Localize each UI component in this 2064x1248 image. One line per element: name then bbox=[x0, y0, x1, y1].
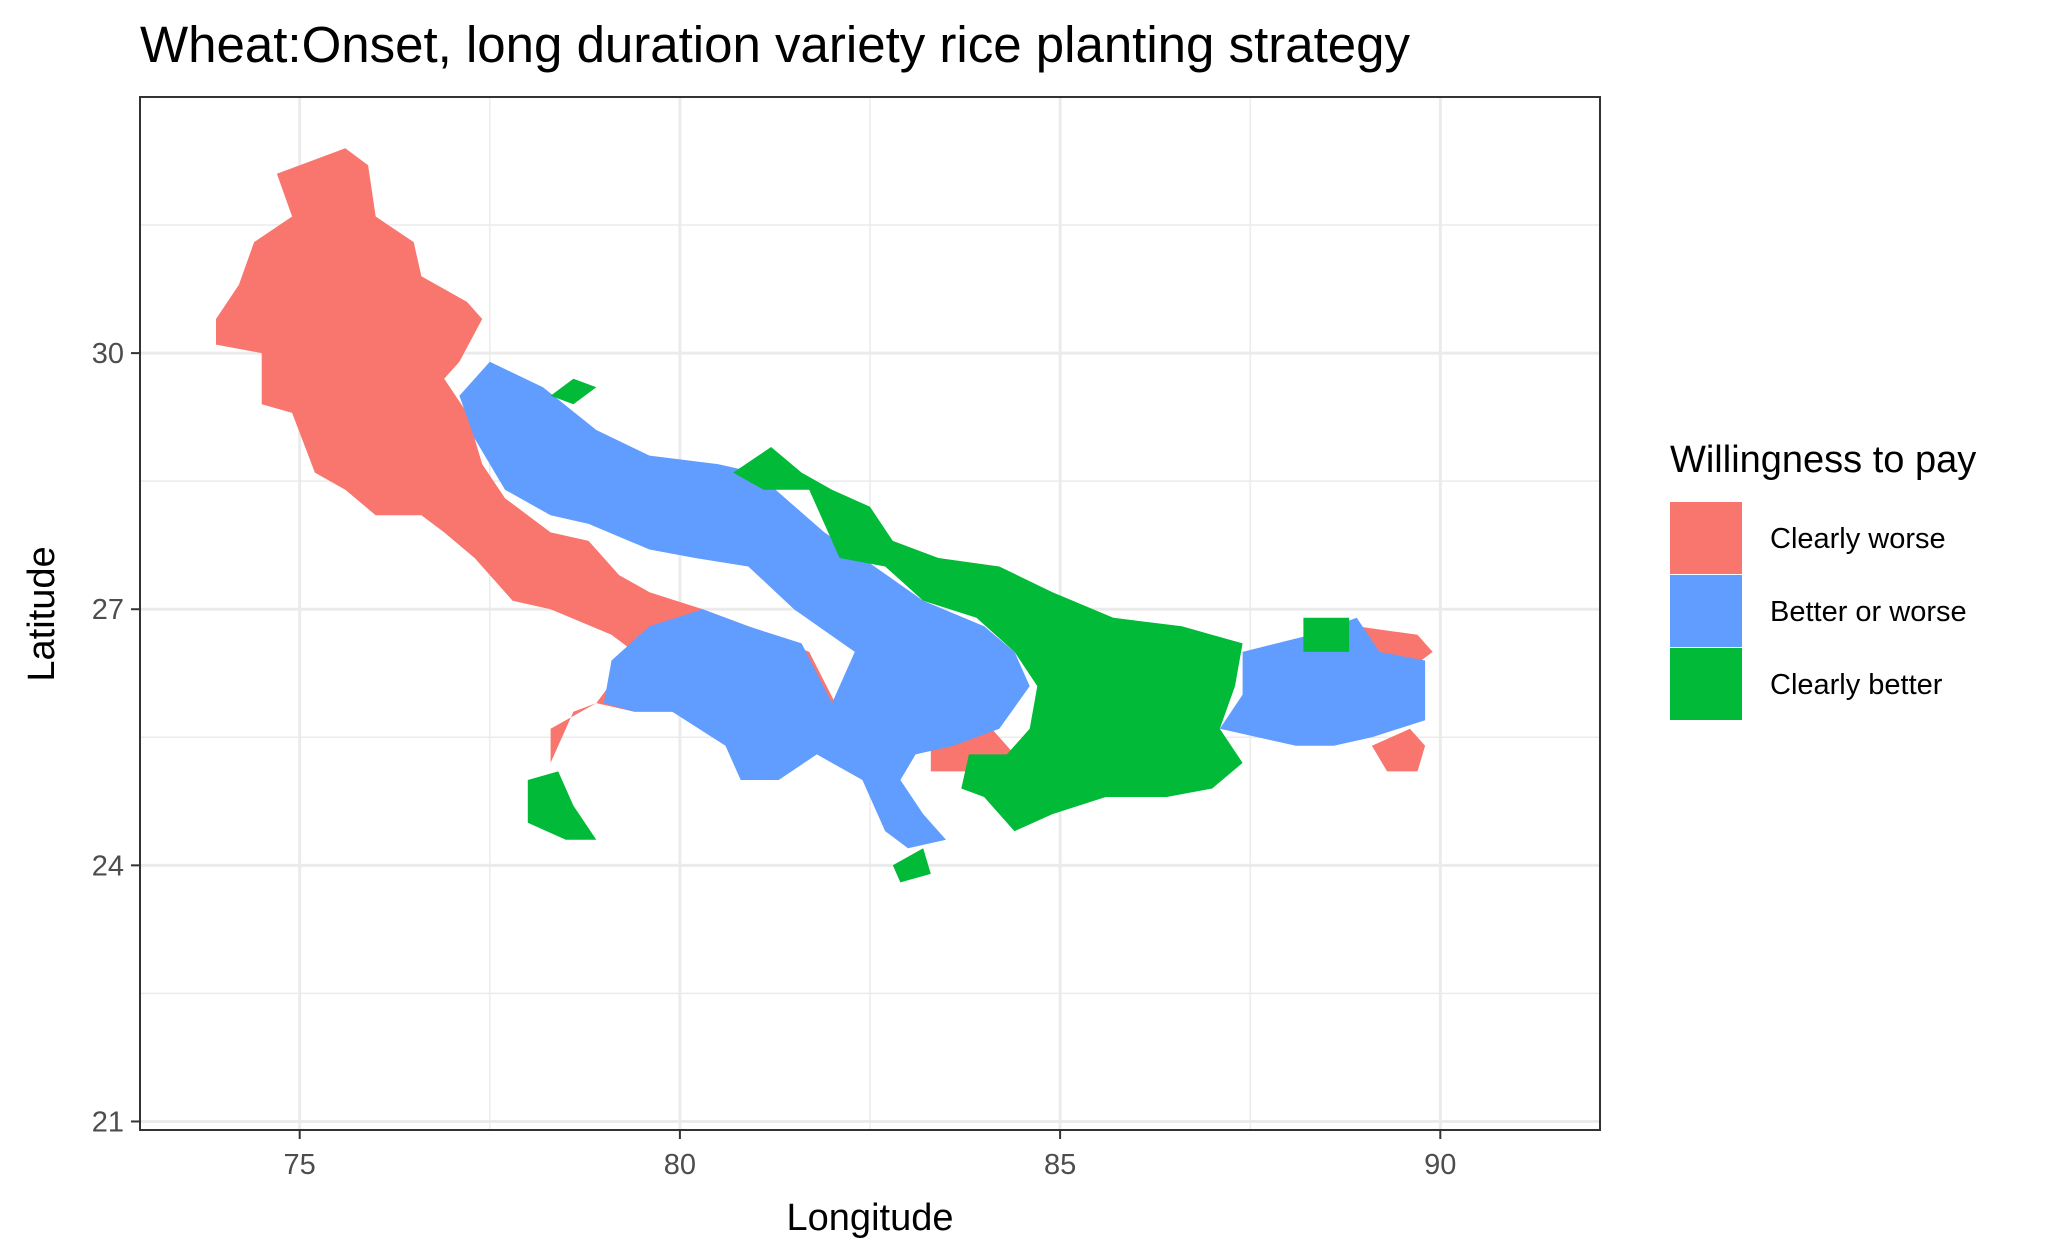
x-tick-label: 80 bbox=[664, 1149, 696, 1181]
y-tick-label: 27 bbox=[92, 594, 124, 626]
y-tick-label: 24 bbox=[92, 850, 124, 882]
map-regions bbox=[216, 148, 1433, 883]
x-tick-label: 85 bbox=[1044, 1149, 1076, 1181]
legend-swatch bbox=[1670, 575, 1742, 647]
x-tick-label: 90 bbox=[1424, 1149, 1456, 1181]
legend: Willingness to pay Clearly worse Better o… bbox=[1670, 439, 1976, 720]
legend-label: Clearly better bbox=[1770, 669, 1943, 701]
region-clearly-worse bbox=[1356, 626, 1433, 669]
chart-title: Wheat:Onset, long duration variety rice … bbox=[140, 16, 1410, 73]
region-clearly-worse bbox=[1371, 728, 1426, 772]
y-tick-label: 30 bbox=[92, 338, 124, 370]
region-clearly-better bbox=[892, 848, 931, 883]
y-axis-ticks: 21 24 27 30 bbox=[92, 338, 140, 1138]
region-better-or-worse bbox=[459, 361, 1030, 849]
region-clearly-better bbox=[1303, 617, 1350, 652]
y-axis-title: Latitude bbox=[21, 546, 63, 681]
x-axis-ticks: 75 80 85 90 bbox=[284, 1130, 1456, 1181]
x-axis-title: Longitude bbox=[787, 1197, 954, 1239]
legend-swatch bbox=[1670, 648, 1742, 720]
legend-title: Willingness to pay bbox=[1670, 439, 1976, 481]
region-clearly-better bbox=[550, 378, 597, 405]
legend-items: Clearly worse Better or worse Clearly bett… bbox=[1670, 502, 1967, 720]
region-clearly-better bbox=[527, 771, 597, 840]
legend-swatch bbox=[1670, 502, 1742, 574]
legend-label: Clearly worse bbox=[1770, 523, 1946, 555]
region-clearly-worse bbox=[216, 148, 840, 763]
region-better-or-worse bbox=[1219, 617, 1426, 746]
plot-border bbox=[139, 96, 1601, 1131]
x-tick-label: 75 bbox=[284, 1149, 316, 1181]
region-clearly-better bbox=[733, 447, 1243, 832]
y-tick-label: 21 bbox=[92, 1106, 124, 1138]
legend-label: Better or worse bbox=[1770, 596, 1967, 628]
